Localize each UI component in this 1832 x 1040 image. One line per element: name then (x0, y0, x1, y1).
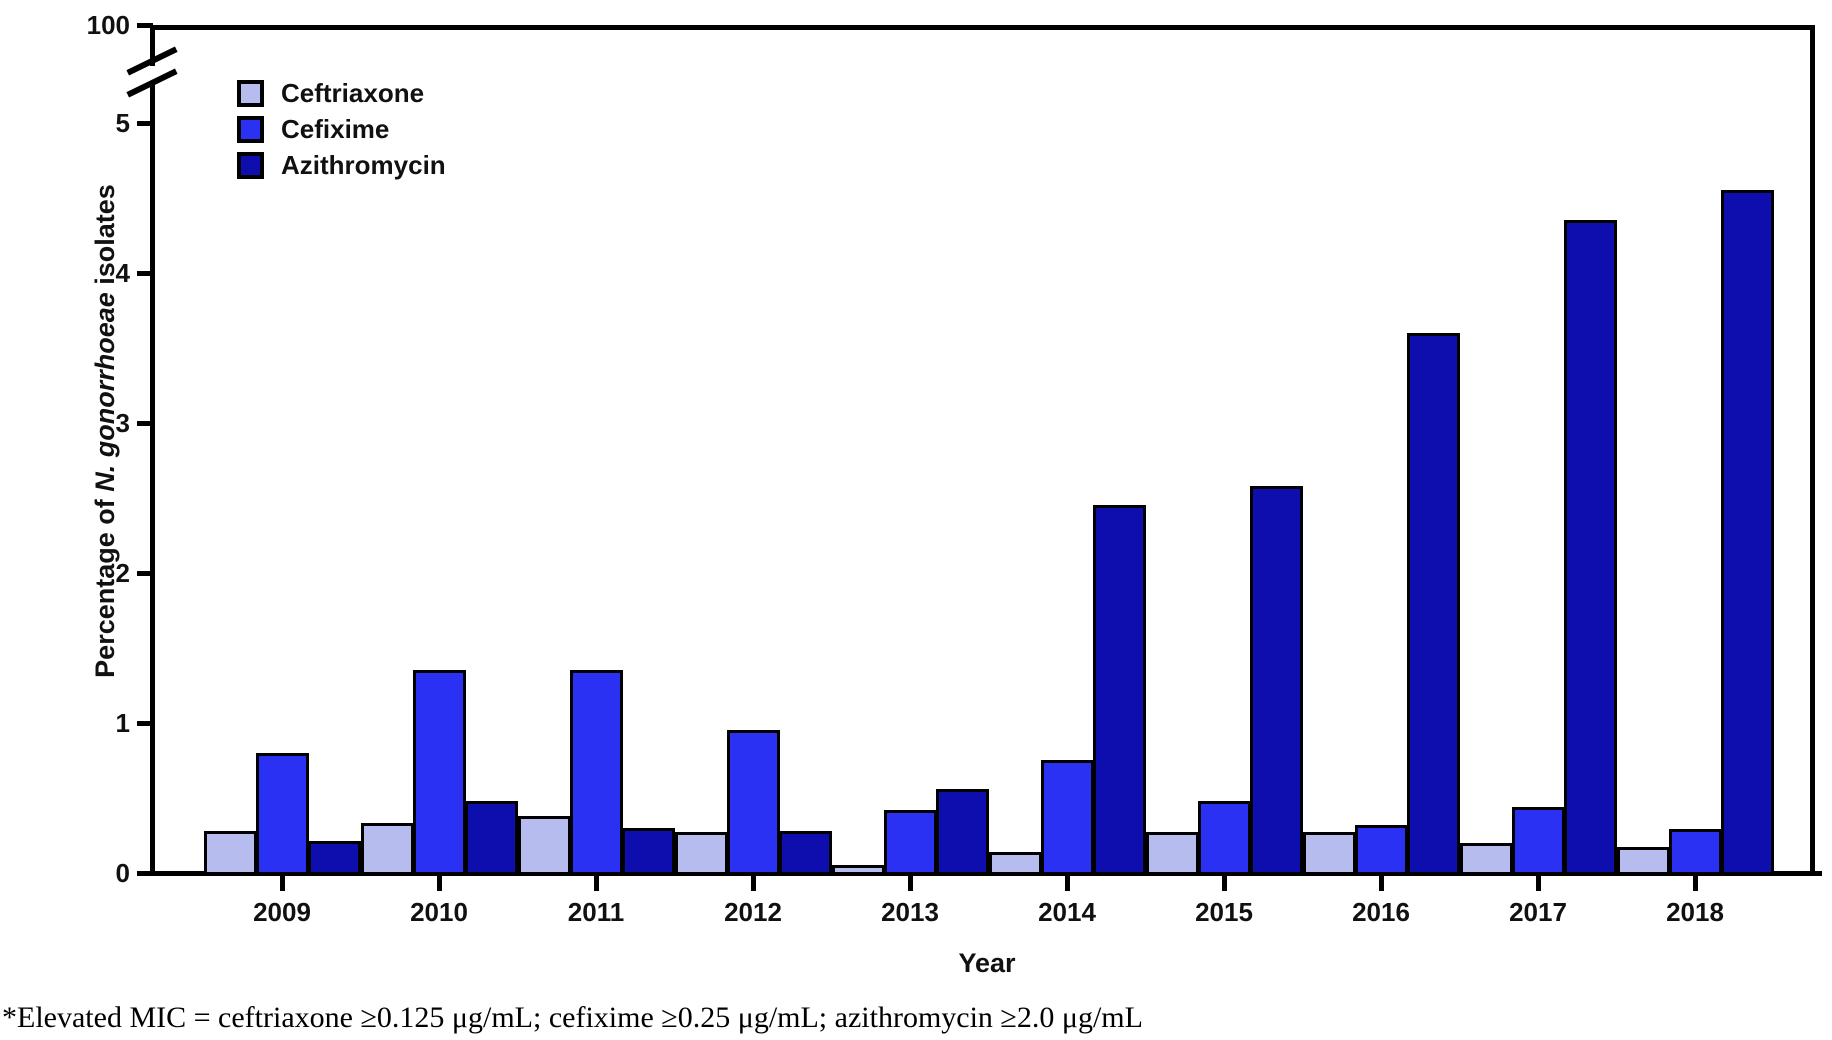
bar-azithromycin-2018 (1721, 190, 1774, 875)
bar-cefixime-2015 (1198, 801, 1251, 875)
y-axis-title-suffix: isolates (90, 184, 120, 293)
bar-cefixime-2016 (1355, 825, 1408, 875)
x-tick-label: 2012 (724, 897, 782, 927)
y-tick-label: 5 (115, 108, 130, 138)
y-axis-line-upper (150, 25, 155, 66)
y-axis-tick (137, 121, 153, 126)
y-axis-tick (137, 871, 153, 876)
x-axis-tick (1222, 876, 1227, 891)
y-tick-label: 1 (115, 708, 130, 738)
y-axis-title-prefix: Percentage of (90, 491, 120, 678)
bar-ceftriaxone-2017 (1460, 843, 1513, 875)
x-axis-tick (1379, 876, 1384, 891)
bar-ceftriaxone-2016 (1303, 832, 1356, 875)
plot-frame (152, 25, 1815, 873)
y-axis-tick (137, 421, 153, 426)
legend-item-azithromycin: Azithromycin (237, 152, 446, 188)
legend-swatch-icon (237, 80, 264, 107)
bar-azithromycin-2015 (1250, 486, 1303, 875)
legend-item-cefixime: Cefixime (237, 116, 446, 152)
bar-cefixime-2012 (727, 730, 780, 875)
bar-ceftriaxone-2012 (675, 832, 728, 875)
bar-azithromycin-2013 (936, 789, 989, 875)
bar-cefixime-2011 (570, 670, 623, 875)
y-axis-tick (137, 271, 153, 276)
x-tick-label: 2009 (253, 897, 311, 927)
x-axis-tick (1065, 876, 1070, 891)
bar-ceftriaxone-2018 (1617, 847, 1670, 875)
bar-cefixime-2017 (1512, 807, 1565, 875)
bar-azithromycin-2010 (465, 801, 518, 875)
bar-ceftriaxone-2015 (1146, 832, 1199, 875)
x-tick-label: 2016 (1352, 897, 1410, 927)
x-tick-label: 2014 (1038, 897, 1096, 927)
y-axis-tick (137, 571, 153, 576)
x-axis-tick (1536, 876, 1541, 891)
x-axis-tick (751, 876, 756, 891)
legend-label: Ceftriaxone (281, 78, 425, 108)
legend: Ceftriaxone Cefixime Azithromycin (237, 80, 446, 188)
x-axis-tick (437, 876, 442, 891)
bar-ceftriaxone-2013 (832, 865, 885, 875)
bar-ceftriaxone-2011 (518, 816, 571, 875)
bar-ceftriaxone-2009 (204, 831, 257, 875)
y-axis-line-lower (150, 84, 155, 876)
legend-swatch-icon (237, 152, 264, 179)
y-axis-tick (137, 721, 153, 726)
bar-cefixime-2009 (256, 753, 309, 875)
legend-item-ceftriaxone: Ceftriaxone (237, 80, 446, 116)
y-tick-label: 2 (115, 558, 130, 588)
footnote: *Elevated MIC = ceftriaxone ≥0.125 μg/mL… (2, 1001, 1143, 1034)
bar-cefixime-2018 (1669, 829, 1722, 875)
bar-azithromycin-2017 (1564, 220, 1617, 875)
x-tick-label: 2017 (1509, 897, 1567, 927)
legend-label: Azithromycin (281, 150, 446, 180)
y-tick-label: 4 (115, 258, 130, 288)
bar-cefixime-2014 (1041, 760, 1094, 875)
x-tick-label: 2011 (567, 897, 625, 927)
x-axis-title: Year (958, 948, 1016, 978)
y-tick-label: 0 (115, 858, 130, 888)
legend-swatch-icon (237, 116, 264, 143)
x-tick-label: 2015 (1195, 897, 1253, 927)
bar-ceftriaxone-2014 (989, 852, 1042, 875)
x-axis-tick (280, 876, 285, 891)
x-tick-label: 2013 (881, 897, 939, 927)
bar-azithromycin-2012 (779, 831, 832, 875)
y-tick-label-upper: 100 (86, 10, 130, 40)
y-axis-tick (137, 23, 153, 28)
bar-azithromycin-2011 (622, 828, 675, 875)
x-axis-tick (1693, 876, 1698, 891)
bar-azithromycin-2016 (1407, 333, 1460, 875)
bar-azithromycin-2009 (308, 841, 361, 875)
bar-ceftriaxone-2010 (361, 823, 414, 875)
x-tick-label: 2010 (410, 897, 468, 927)
x-axis-tick (908, 876, 913, 891)
y-axis-title: Percentage of N. gonorrhoeae isolates (90, 151, 120, 711)
bar-azithromycin-2014 (1093, 505, 1146, 875)
x-tick-label: 2018 (1666, 897, 1724, 927)
y-axis-title-species: N. gonorrhoeae (90, 292, 120, 492)
legend-label: Cefixime (281, 114, 390, 144)
bar-cefixime-2010 (413, 670, 466, 875)
x-axis-tick (594, 876, 599, 891)
bar-cefixime-2013 (884, 810, 937, 875)
y-tick-label: 3 (115, 408, 130, 438)
